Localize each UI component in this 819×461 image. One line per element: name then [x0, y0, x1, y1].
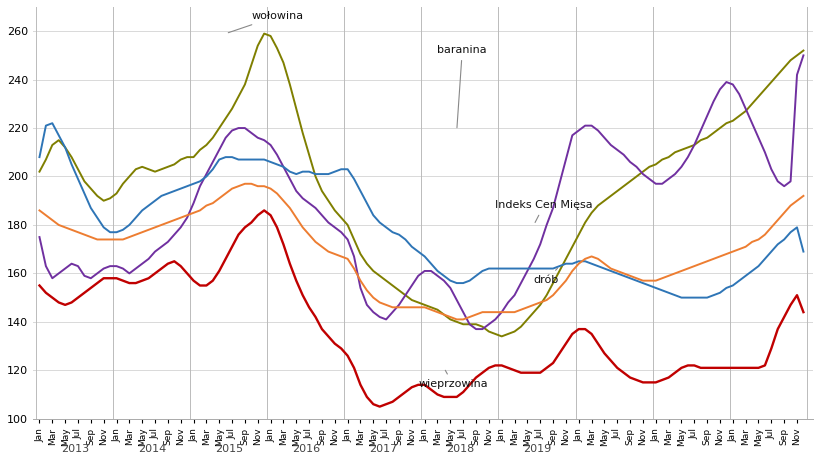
Text: 2019: 2019 [523, 444, 550, 454]
Text: 2018: 2018 [446, 444, 473, 454]
Text: 2015: 2015 [215, 444, 242, 454]
Text: wieprzowina: wieprzowina [418, 370, 487, 389]
Text: 2017: 2017 [369, 444, 396, 454]
Text: drób: drób [533, 268, 559, 285]
Text: baranina: baranina [437, 45, 486, 128]
Text: 2013: 2013 [61, 444, 88, 454]
Text: wołowina: wołowina [228, 11, 303, 33]
Text: 2014: 2014 [138, 444, 165, 454]
Text: 2016: 2016 [292, 444, 319, 454]
Text: Indeks Cen Mięsa: Indeks Cen Mięsa [495, 200, 592, 223]
